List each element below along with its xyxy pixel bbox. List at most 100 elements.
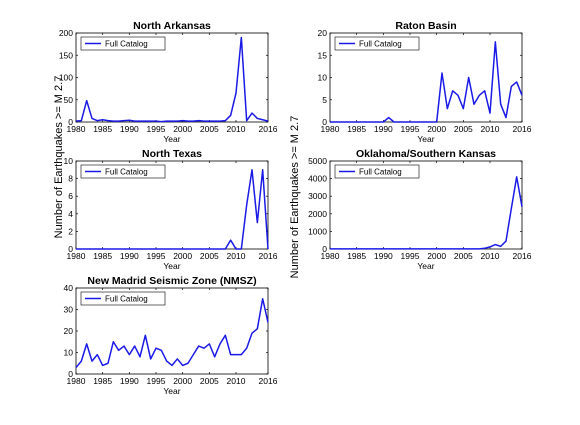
y-tick-label: 5 xyxy=(322,95,327,105)
y-tick-label: 8 xyxy=(68,174,73,184)
x-axis-label: Year xyxy=(417,261,434,271)
y-tick-label: 2 xyxy=(68,226,73,236)
x-axis-label: Year xyxy=(163,261,180,271)
x-tick-label: 2010 xyxy=(481,251,500,261)
x-tick-label: 2016 xyxy=(259,124,278,134)
legend-label: Full Catalog xyxy=(105,295,148,304)
x-tick-label: 1985 xyxy=(347,251,366,261)
legend-label: Full Catalog xyxy=(105,40,148,49)
x-tick-label: 2005 xyxy=(454,251,473,261)
chart-title: North Arkansas xyxy=(133,20,211,32)
x-tick-label: 2010 xyxy=(227,124,246,134)
x-tick-label: 1980 xyxy=(67,124,86,134)
x-tick-label: 2000 xyxy=(173,376,192,386)
legend-label: Full Catalog xyxy=(105,168,148,177)
legend-box xyxy=(80,36,166,51)
x-axis-label: Year xyxy=(163,134,180,144)
x-tick-label: 1980 xyxy=(67,251,86,261)
x-axis-label: Year xyxy=(417,134,434,144)
legend-box xyxy=(334,36,420,51)
y-tick-label: 30 xyxy=(64,305,74,315)
x-tick-label: 2016 xyxy=(259,376,278,386)
x-tick-label: 2016 xyxy=(259,251,278,261)
y-tick-label: 20 xyxy=(318,28,328,38)
series-line xyxy=(75,298,269,369)
chart-panel: Oklahoma/Southern Kansas 1980 1985 1990 1995… xyxy=(308,148,532,271)
y-tick-label: 10 xyxy=(64,348,74,358)
y-tick-label: 5000 xyxy=(308,156,327,166)
x-tick-label: 1995 xyxy=(147,124,166,134)
x-tick-label: 1985 xyxy=(93,376,112,386)
y-tick-label: 150 xyxy=(59,50,73,60)
y-tick-label: 4 xyxy=(68,209,73,219)
x-tick-label: 1990 xyxy=(120,124,139,134)
x-tick-label: 1990 xyxy=(120,376,139,386)
y-tick-label: 3000 xyxy=(308,191,327,201)
y-tick-label: 50 xyxy=(64,95,74,105)
shared-y-axis-label-right: Number of Earthquakes >= M 2.7 xyxy=(289,116,301,279)
x-tick-label: 1980 xyxy=(321,124,340,134)
x-tick-label: 1990 xyxy=(374,251,393,261)
y-tick-label: 10 xyxy=(318,73,328,83)
x-tick-label: 2010 xyxy=(227,376,246,386)
x-tick-label: 1995 xyxy=(147,251,166,261)
x-tick-label: 2005 xyxy=(200,124,219,134)
y-tick-label: 2000 xyxy=(308,209,327,219)
y-tick-label: 1000 xyxy=(308,226,327,236)
y-tick-label: 40 xyxy=(64,283,74,293)
x-tick-label: 2000 xyxy=(173,251,192,261)
x-tick-label: 1985 xyxy=(93,251,112,261)
legend-box xyxy=(80,164,166,179)
y-tick-label: 15 xyxy=(318,50,328,60)
chart-title: North Texas xyxy=(142,148,202,160)
x-tick-label: 1985 xyxy=(347,124,366,134)
legend-label: Full Catalog xyxy=(359,168,402,177)
x-tick-label: 2005 xyxy=(454,124,473,134)
x-tick-label: 2000 xyxy=(427,124,446,134)
chart-title: Oklahoma/Southern Kansas xyxy=(356,148,496,160)
chart-title: Raton Basin xyxy=(395,20,456,32)
legend-box xyxy=(80,291,166,306)
x-tick-label: 1995 xyxy=(401,251,420,261)
x-tick-label: 2010 xyxy=(481,124,500,134)
y-tick-label: 0 xyxy=(322,244,327,254)
x-tick-label: 2000 xyxy=(427,251,446,261)
shared-y-axis-label-left: Number of Earthquakes >= M 2.7 xyxy=(53,76,65,239)
x-tick-label: 2000 xyxy=(173,124,192,134)
y-tick-label: 6 xyxy=(68,191,73,201)
series-line xyxy=(330,41,523,123)
y-tick-label: 200 xyxy=(59,28,73,38)
chart-panel: New Madrid Seismic Zone (NMSZ) 1980 1985 19… xyxy=(64,275,278,396)
x-tick-label: 2005 xyxy=(200,251,219,261)
y-tick-label: 10 xyxy=(64,156,74,166)
series-line xyxy=(330,176,523,250)
x-tick-label: 1995 xyxy=(147,376,166,386)
y-tick-label: 0 xyxy=(68,369,73,379)
x-tick-label: 2010 xyxy=(227,251,246,261)
x-tick-label: 1990 xyxy=(120,251,139,261)
chart-title: New Madrid Seismic Zone (NMSZ) xyxy=(87,275,256,287)
legend-box xyxy=(334,164,420,179)
x-tick-label: 1985 xyxy=(93,124,112,134)
x-tick-label: 2016 xyxy=(513,251,532,261)
y-tick-label: 0 xyxy=(322,117,327,127)
x-tick-label: 2005 xyxy=(200,376,219,386)
x-axis-label: Year xyxy=(163,386,180,396)
y-tick-label: 100 xyxy=(59,73,73,83)
x-tick-label: 1980 xyxy=(321,251,340,261)
y-tick-label: 0 xyxy=(68,117,73,127)
series-line xyxy=(75,36,269,123)
x-tick-label: 1990 xyxy=(374,124,393,134)
legend-label: Full Catalog xyxy=(359,40,402,49)
y-tick-label: 20 xyxy=(64,326,74,336)
y-tick-label: 4000 xyxy=(308,174,327,184)
series-line xyxy=(76,169,269,250)
x-tick-label: 2016 xyxy=(513,124,532,134)
y-tick-label: 0 xyxy=(68,244,73,254)
x-tick-label: 1980 xyxy=(67,376,86,386)
x-tick-label: 1995 xyxy=(401,124,420,134)
